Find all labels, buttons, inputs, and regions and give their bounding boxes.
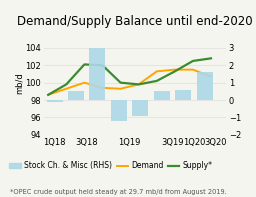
Bar: [132, 100, 148, 116]
Bar: [154, 91, 170, 100]
Title: Demand/Supply Balance until end-2020: Demand/Supply Balance until end-2020: [17, 15, 253, 28]
Y-axis label: mb/d: mb/d: [15, 72, 24, 94]
Bar: [197, 72, 212, 100]
Legend: Stock Ch. & Misc (RHS), Demand, Supply*: Stock Ch. & Misc (RHS), Demand, Supply*: [6, 158, 216, 174]
Bar: [68, 91, 84, 100]
Bar: [111, 100, 127, 121]
Text: *OPEC crude output held steady at 29.7 mb/d from August 2019.: *OPEC crude output held steady at 29.7 m…: [10, 189, 227, 195]
Bar: [47, 100, 63, 102]
Bar: [89, 48, 105, 100]
Bar: [175, 90, 191, 100]
